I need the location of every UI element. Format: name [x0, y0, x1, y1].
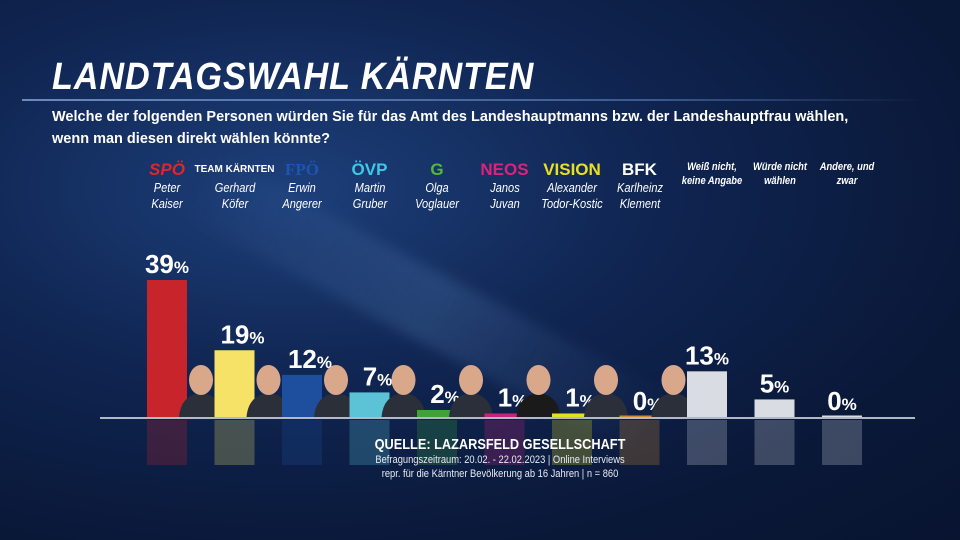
category-name: Janos Juvan [489, 180, 520, 211]
candidate-photo [179, 365, 223, 417]
bar-reflection [417, 420, 457, 465]
candidate-face [526, 365, 551, 395]
candidate-body [246, 393, 291, 417]
category-label: VISION Alexander Todor-Kostic [532, 160, 612, 212]
bar [417, 409, 457, 417]
candidate-body [179, 393, 223, 417]
party-logo: SPÖ [149, 160, 185, 179]
bar-reflection [147, 420, 187, 465]
candidate-face [189, 365, 213, 395]
category-label: Andere, und zwar [807, 160, 887, 188]
party-logo: G [430, 160, 444, 179]
bar [147, 280, 187, 417]
source-block: QUELLE: LAZARSFELD GESELLSCHAFT Befragun… [340, 436, 660, 481]
category-label: G Olga Voglauer [397, 160, 477, 212]
category-name: Weiß nicht, keine Angabe [681, 161, 743, 187]
bar-reflection [619, 420, 660, 465]
candidate-face [661, 365, 686, 395]
data-label: 12% [288, 344, 332, 374]
bar [754, 399, 795, 417]
category-label: Würde nicht wählen [740, 160, 820, 188]
candidate-body [381, 393, 426, 417]
source-period: Befragungszeitraum: 20.02. - 22.02.2023 … [375, 454, 625, 466]
category-name: Peter Kaiser [151, 180, 183, 211]
candidate-photo [246, 365, 291, 417]
candidate-face [594, 365, 618, 395]
data-label: 5% [760, 368, 790, 398]
bar [214, 350, 255, 417]
page-title: LANDTAGSWAHL KÄRNTEN [52, 56, 535, 98]
category-name: Gerhard Köfer [214, 180, 255, 211]
party-logo: ÖVP [351, 160, 388, 179]
bar [822, 415, 862, 417]
candidate-body [314, 393, 358, 417]
bar [484, 413, 525, 417]
category-label: BFK Karlheinz Klement [600, 160, 680, 212]
bar-reflection [552, 420, 592, 465]
bar-reflection [754, 420, 795, 465]
candidate-body [651, 393, 696, 417]
bar [619, 415, 660, 417]
candidate-photo [651, 365, 696, 417]
party-logo: BFK [622, 160, 657, 179]
category-name: Erwin Angerer [282, 180, 322, 211]
bar-reflection [349, 420, 390, 465]
party-logo: NEOS [480, 160, 529, 179]
source-sample: repr. für die Kärntner Bevölkerung ab 16… [381, 468, 619, 480]
data-label: 13% [685, 340, 729, 370]
data-label: 19% [220, 319, 264, 349]
source-title: QUELLE: LAZARSFELD GESELLSCHAFT [374, 436, 626, 453]
candidate-body [516, 393, 561, 417]
candidate-body [584, 393, 628, 417]
category-name: Andere, und zwar [819, 161, 875, 187]
data-label: 7% [363, 361, 393, 391]
category-name: Würde nicht wählen [752, 161, 807, 187]
category-label: Weiß nicht, keine Angabe [672, 160, 752, 188]
category-label: ÖVP Martin Gruber [330, 160, 410, 212]
candidate-photo [314, 365, 358, 417]
category-name: Martin Gruber [352, 180, 387, 211]
category-label: NEOS Janos Juvan [465, 160, 545, 212]
candidate-face [391, 365, 416, 395]
bar-reflection [822, 420, 862, 465]
category-label: FPÖ Erwin Angerer [262, 160, 342, 212]
candidate-body [449, 393, 493, 417]
candidate-face [459, 365, 483, 395]
candidate-photo [381, 365, 426, 417]
candidate-face [256, 365, 281, 395]
bar-reflection [214, 420, 255, 465]
category-name: Olga Voglauer [415, 180, 459, 211]
bar-reflection [687, 420, 727, 465]
category-label: SPÖ Peter Kaiser [127, 160, 207, 212]
bar [687, 371, 727, 417]
candidate-photo [516, 365, 561, 417]
bar-reflection [282, 420, 322, 465]
category-name: Alexander Todor-Kostic [541, 180, 603, 211]
bar-reflection [484, 420, 525, 465]
category-name: Karlheinz Klement [616, 180, 663, 211]
title-divider [22, 99, 922, 101]
category-label: TEAM KÄRNTEN Gerhard Köfer [195, 160, 275, 212]
data-label: 39% [145, 249, 189, 279]
data-label: 0% [827, 386, 857, 416]
candidate-photo [449, 365, 493, 417]
candidate-face [324, 365, 348, 395]
party-logo: FPÖ [285, 160, 319, 179]
survey-question: Welche der folgenden Personen würden Sie… [52, 109, 849, 147]
party-logo: VISION [543, 160, 601, 179]
party-logo: TEAM KÄRNTEN [194, 164, 275, 175]
bar [552, 413, 592, 417]
candidate-photo [584, 365, 628, 417]
